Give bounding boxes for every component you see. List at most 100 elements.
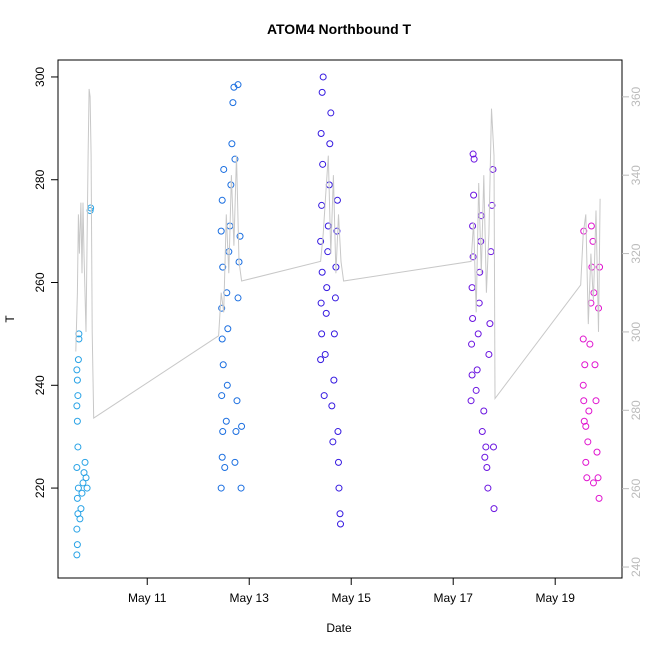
point [470, 155, 478, 163]
point [218, 453, 226, 461]
point [77, 505, 85, 513]
point [236, 232, 244, 240]
point [237, 484, 245, 492]
y2-tick-label: 280 [629, 400, 643, 420]
point [73, 525, 81, 533]
point [317, 299, 325, 307]
point [326, 140, 334, 148]
point [79, 479, 87, 487]
point [591, 361, 599, 369]
point [584, 438, 592, 446]
point [334, 428, 342, 436]
point [76, 515, 84, 523]
point [579, 335, 587, 343]
point [484, 484, 492, 492]
point [334, 458, 342, 466]
point [217, 227, 225, 235]
point [238, 422, 246, 430]
point [481, 453, 489, 461]
point [330, 330, 338, 338]
point [583, 474, 591, 482]
point [234, 81, 242, 89]
point [317, 129, 325, 137]
point [594, 474, 602, 482]
x-axis-label: Date [326, 621, 352, 635]
point [73, 376, 81, 384]
point [489, 443, 497, 451]
point [587, 222, 595, 230]
point [83, 484, 91, 492]
point [73, 551, 81, 559]
point [318, 201, 326, 209]
y2-tick-label: 260 [629, 478, 643, 498]
point [233, 397, 241, 405]
point [81, 458, 89, 466]
point [231, 155, 239, 163]
y-tick-label: 300 [33, 67, 47, 87]
point [223, 381, 231, 389]
y2-tick-label: 300 [629, 322, 643, 342]
point [222, 417, 230, 425]
y2-tick-label: 240 [629, 557, 643, 577]
point [78, 489, 86, 497]
point [468, 284, 476, 292]
point [73, 417, 81, 425]
point [74, 443, 82, 451]
point [580, 397, 588, 405]
point [219, 263, 227, 271]
point [595, 494, 603, 502]
point [330, 376, 338, 384]
point [469, 222, 477, 230]
point [333, 227, 341, 235]
trace-line [75, 88, 601, 420]
point [73, 464, 81, 472]
point [478, 428, 486, 436]
point [468, 371, 476, 379]
plot-frame [57, 59, 623, 579]
x-tick-label: May 17 [434, 591, 474, 605]
point [324, 248, 332, 256]
point [329, 438, 337, 446]
point [74, 356, 82, 364]
point [592, 397, 600, 405]
point [485, 350, 493, 358]
point [318, 330, 326, 338]
point [593, 448, 601, 456]
point [217, 484, 225, 492]
x-tick-label: May 15 [332, 591, 372, 605]
point [473, 366, 481, 374]
point [224, 325, 232, 333]
point [219, 428, 227, 436]
point [319, 160, 327, 168]
point [589, 479, 597, 487]
point [328, 402, 336, 410]
point [73, 366, 81, 374]
point [234, 294, 242, 302]
point [480, 407, 488, 415]
point [474, 330, 482, 338]
point [469, 314, 477, 322]
x-tick-label: May 19 [536, 591, 576, 605]
point [231, 458, 239, 466]
chart-title: ATOM4 Northbound T [267, 21, 412, 37]
point [317, 356, 325, 364]
point [320, 392, 328, 400]
point [487, 248, 495, 256]
point [581, 361, 589, 369]
point [322, 309, 330, 317]
y-axis-label: T [3, 315, 17, 323]
point [580, 417, 588, 425]
point [218, 304, 226, 312]
point [468, 340, 476, 348]
point [335, 484, 343, 492]
point [323, 284, 331, 292]
y-tick-label: 240 [33, 375, 47, 395]
point [220, 165, 228, 173]
point [73, 541, 81, 549]
point [488, 201, 496, 209]
x-tick-label: May 11 [128, 591, 167, 605]
point [319, 73, 327, 81]
point [475, 299, 483, 307]
point [73, 402, 81, 410]
point [218, 392, 226, 400]
